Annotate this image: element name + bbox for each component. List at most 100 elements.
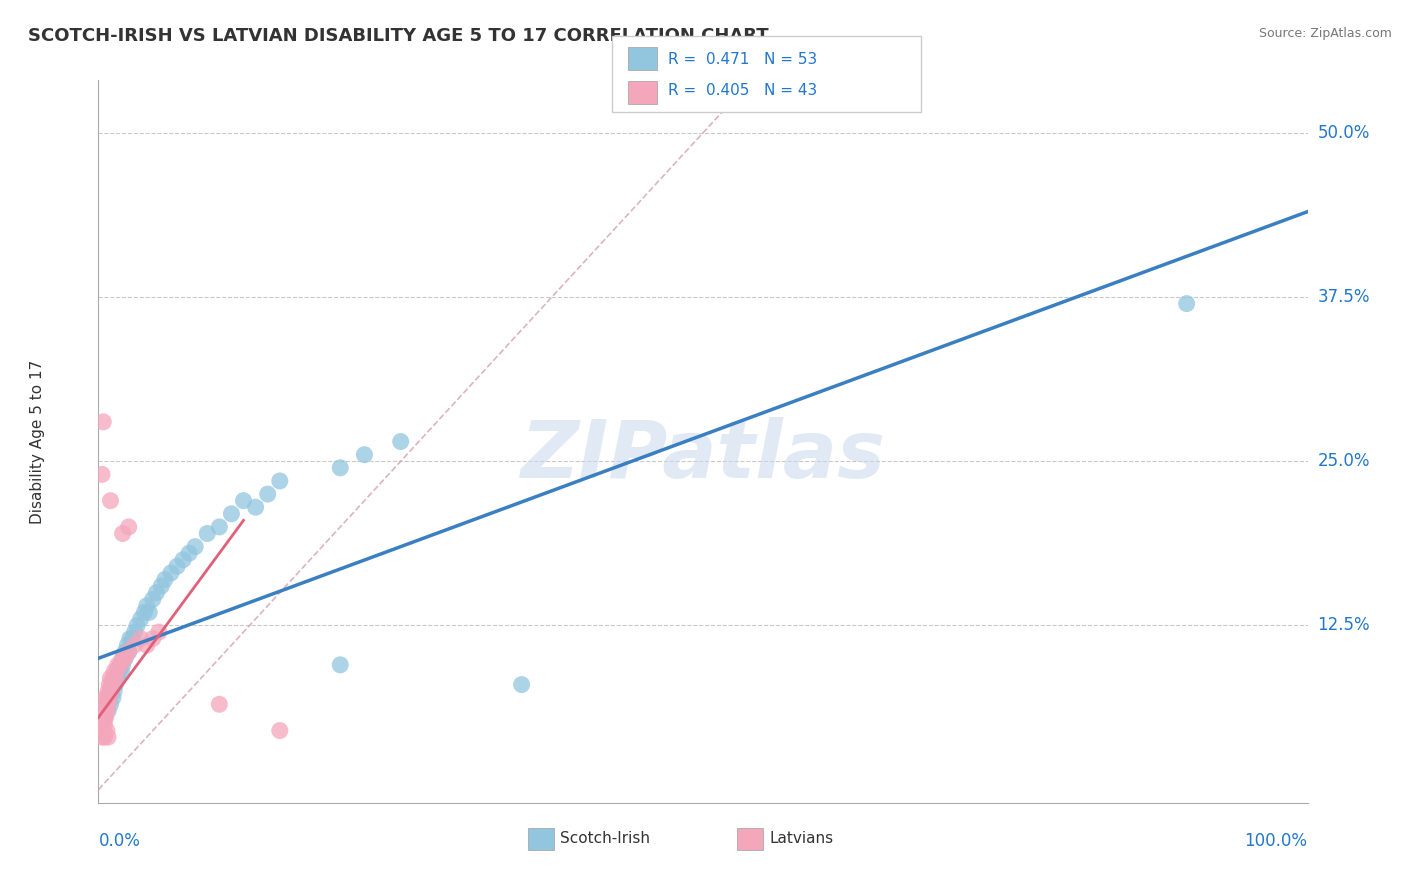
Text: 12.5%: 12.5% (1317, 616, 1369, 634)
Point (100, 677, 122, 691)
Text: SCOTCH-IRISH VS LATVIAN DISABILITY AGE 5 TO 17 CORRELATION CHART: SCOTCH-IRISH VS LATVIAN DISABILITY AGE 5… (28, 27, 769, 45)
Point (108, 657, 131, 672)
Point (114, 651, 136, 665)
Point (160, 566, 183, 580)
Point (208, 520, 231, 534)
Point (127, 618, 149, 632)
Point (91, 723, 114, 738)
Text: Disability Age 5 to 17: Disability Age 5 to 17 (31, 359, 45, 524)
Point (101, 677, 124, 691)
Text: 100.0%: 100.0% (1244, 831, 1308, 850)
Point (94, 698, 117, 712)
Point (142, 592, 165, 607)
Point (103, 665, 125, 679)
Point (129, 632, 152, 646)
Point (510, 677, 533, 691)
Point (97, 684, 120, 698)
Point (148, 625, 170, 640)
Point (100, 671, 122, 685)
Point (100, 677, 122, 691)
Point (107, 657, 129, 672)
Point (245, 500, 267, 515)
Point (93, 704, 115, 718)
Point (389, 434, 412, 449)
Point (91, 717, 114, 731)
Text: Latvians: Latvians (769, 831, 834, 847)
Point (98, 677, 121, 691)
Point (91, 415, 114, 429)
Point (101, 690, 124, 705)
Point (142, 632, 165, 646)
Point (138, 605, 160, 619)
Point (208, 698, 231, 712)
Point (124, 638, 146, 652)
Point (93, 710, 115, 724)
Point (93, 730, 115, 744)
Bar (737, 828, 763, 850)
Point (103, 684, 125, 698)
Point (96, 690, 118, 705)
Point (105, 671, 128, 685)
Point (121, 632, 143, 646)
Point (93, 710, 115, 724)
Point (329, 657, 352, 672)
Point (118, 520, 141, 534)
Point (100, 698, 122, 712)
Point (100, 684, 122, 698)
Point (114, 645, 136, 659)
Text: 0.0%: 0.0% (98, 831, 141, 850)
Point (91, 710, 114, 724)
Point (96, 704, 118, 718)
Point (166, 559, 188, 574)
Point (111, 657, 134, 672)
Point (129, 612, 152, 626)
Text: 37.5%: 37.5% (1317, 288, 1369, 306)
Point (124, 625, 146, 640)
Point (256, 487, 278, 501)
Point (96, 723, 118, 738)
Point (91, 730, 114, 744)
Point (184, 540, 207, 554)
Point (111, 526, 134, 541)
Point (195, 526, 218, 541)
Point (221, 507, 243, 521)
Point (94, 710, 117, 724)
Point (110, 665, 132, 679)
Point (145, 585, 167, 599)
Point (329, 460, 352, 475)
Point (135, 638, 157, 652)
Point (105, 665, 128, 679)
Point (100, 493, 122, 508)
Point (97, 730, 120, 744)
Point (104, 671, 127, 685)
Point (91, 467, 114, 482)
Text: 50.0%: 50.0% (1317, 124, 1369, 142)
Text: ZIPatlas: ZIPatlas (520, 417, 886, 495)
Point (97, 704, 120, 718)
Text: R =  0.405   N = 43: R = 0.405 N = 43 (668, 83, 817, 98)
Point (353, 448, 375, 462)
Point (104, 677, 127, 691)
Point (153, 573, 176, 587)
Text: R =  0.471   N = 53: R = 0.471 N = 53 (668, 53, 817, 68)
Point (96, 698, 118, 712)
Point (108, 665, 131, 679)
Point (111, 651, 134, 665)
Point (94, 690, 117, 705)
Point (117, 638, 139, 652)
Point (269, 474, 291, 488)
Point (108, 657, 131, 672)
Text: 25.0%: 25.0% (1317, 452, 1369, 470)
Bar (527, 828, 554, 850)
Point (150, 579, 173, 593)
Text: Source: ZipAtlas.com: Source: ZipAtlas.com (1258, 27, 1392, 40)
Point (269, 723, 291, 738)
Point (105, 665, 128, 679)
Point (114, 651, 136, 665)
Point (118, 645, 141, 659)
Point (93, 717, 115, 731)
Point (1175, 296, 1198, 310)
Point (98, 690, 121, 705)
Point (118, 632, 141, 646)
Point (98, 690, 121, 705)
